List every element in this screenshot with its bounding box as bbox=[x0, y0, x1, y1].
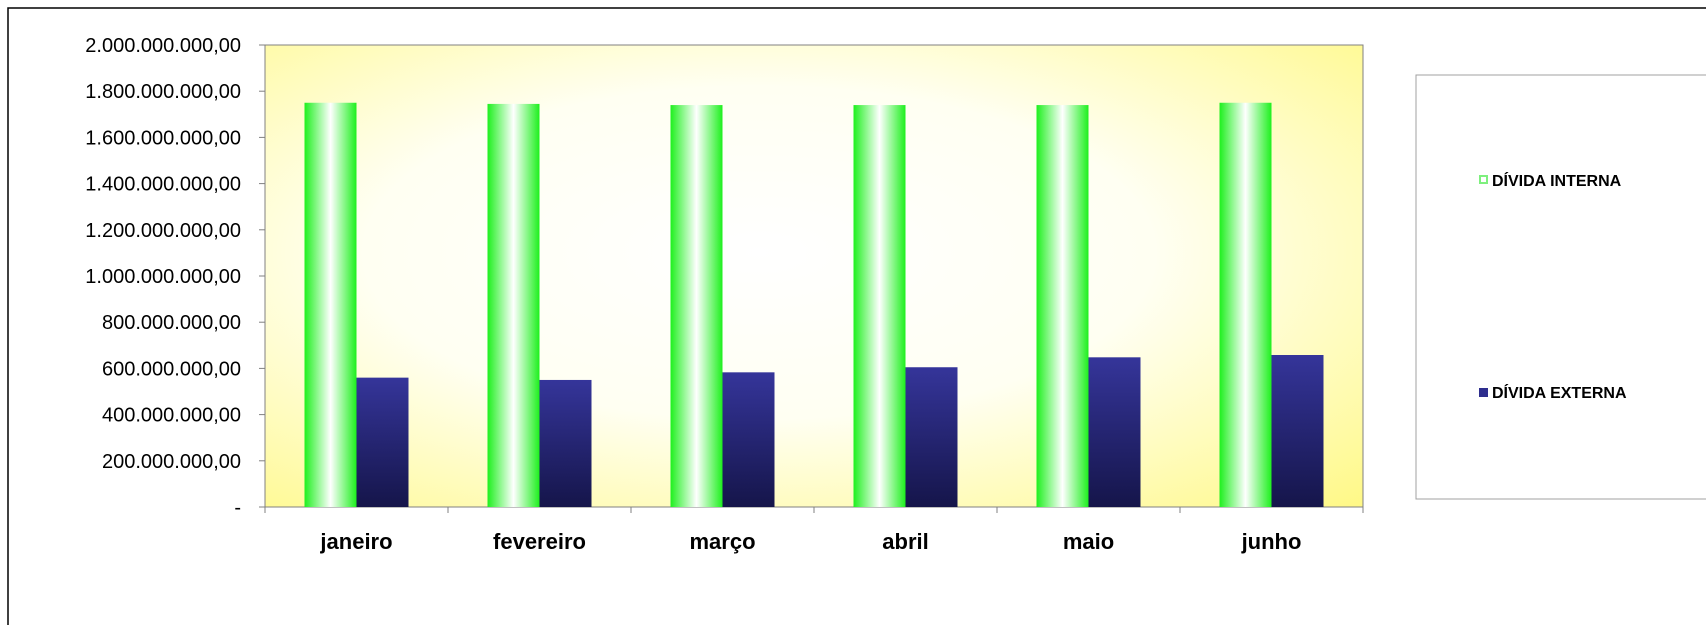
legend: DÍVIDA INTERNA DÍVIDA EXTERNA bbox=[1479, 171, 1627, 402]
y-tick-label: 600.000.000,00 bbox=[102, 358, 241, 380]
bar-divida-externa bbox=[905, 367, 958, 507]
bar-divida-interna bbox=[1219, 102, 1272, 507]
y-tick-label: 1.200.000.000,00 bbox=[85, 220, 241, 242]
legend-label: DÍVIDA EXTERNA bbox=[1492, 383, 1627, 402]
x-category-label: junho bbox=[1241, 529, 1302, 554]
bar-divida-externa bbox=[356, 377, 409, 507]
y-tick-label: 1.600.000.000,00 bbox=[85, 127, 241, 149]
legend-box bbox=[1415, 74, 1706, 500]
y-tick-label: 200.000.000,00 bbox=[102, 451, 241, 473]
bar-divida-externa bbox=[1088, 357, 1141, 507]
y-tick-label: 1.400.000.000,00 bbox=[85, 174, 241, 196]
bar-divida-interna bbox=[1036, 105, 1089, 507]
bar-divida-externa bbox=[1271, 355, 1324, 507]
y-tick-label: - bbox=[234, 497, 241, 519]
y-tick-label: 1.800.000.000,00 bbox=[85, 81, 241, 103]
x-category-label: maio bbox=[1063, 529, 1114, 554]
bar-divida-interna bbox=[853, 105, 906, 507]
y-tick-label: 400.000.000,00 bbox=[102, 405, 241, 427]
bar-divida-interna bbox=[487, 103, 540, 507]
y-axis: - 200.000.000,00 400.000.000,00 600.000.000… bbox=[85, 35, 265, 519]
legend-swatch bbox=[1479, 388, 1488, 397]
x-axis: janeiro fevereiro março abril maio junho bbox=[264, 507, 1364, 554]
x-category-label: abril bbox=[882, 529, 928, 554]
y-tick-label: 2.000.000.000,00 bbox=[85, 35, 241, 57]
plot-area bbox=[264, 44, 1364, 508]
legend-swatch bbox=[1479, 175, 1488, 184]
x-category-label: fevereiro bbox=[493, 529, 586, 554]
legend-label: DÍVIDA INTERNA bbox=[1492, 171, 1622, 190]
bar-divida-externa bbox=[539, 379, 592, 507]
x-category-label: janeiro bbox=[319, 529, 392, 554]
y-tick-label: 1.000.000.000,00 bbox=[85, 266, 241, 288]
bar-divida-externa bbox=[722, 372, 775, 507]
bars bbox=[304, 102, 1324, 507]
y-tick-label: 800.000.000,00 bbox=[102, 312, 241, 334]
x-category-label: março bbox=[689, 529, 755, 554]
bar-divida-interna bbox=[304, 102, 357, 507]
bar-divida-interna bbox=[670, 105, 723, 507]
